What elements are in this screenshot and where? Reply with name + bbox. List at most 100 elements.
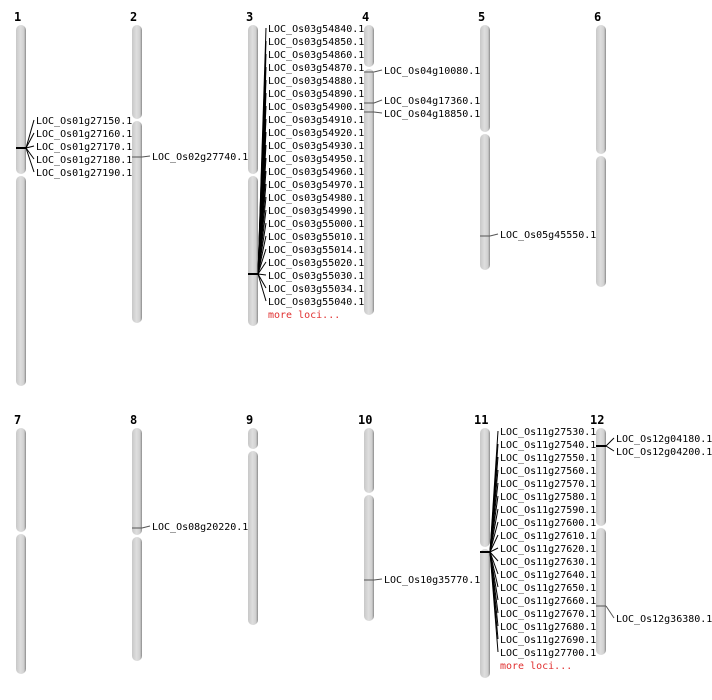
locus-label[interactable]: LOC_Os03g55010.1: [268, 232, 364, 243]
chromosome-arm-upper: [480, 428, 490, 547]
chromosome-number: 8: [130, 413, 137, 427]
locus-connector: [257, 273, 267, 276]
locus-label[interactable]: LOC_Os11g27630.1: [500, 557, 596, 568]
locus-label[interactable]: LOC_Os11g27660.1: [500, 596, 596, 607]
chromosome-arm-upper: [248, 25, 258, 174]
locus-connector: [373, 99, 383, 104]
locus-label[interactable]: LOC_Os03g54990.1: [268, 206, 364, 217]
locus-connector: [373, 111, 383, 114]
locus-label[interactable]: LOC_Os11g27640.1: [500, 570, 596, 581]
locus-label[interactable]: LOC_Os04g10080.1: [384, 66, 480, 77]
chromosome-arm-lower: [364, 495, 374, 621]
locus-label[interactable]: LOC_Os01g27170.1: [36, 142, 132, 153]
locus-label[interactable]: LOC_Os11g27550.1: [500, 453, 596, 464]
locus-label[interactable]: LOC_Os03g55000.1: [268, 219, 364, 230]
chromosome-5: 5 LOC_Os05g45550.1: [478, 10, 596, 270]
locus-label[interactable]: LOC_Os02g27740.1: [152, 152, 248, 163]
chromosome-arm-lower: [596, 156, 606, 287]
locus-connector: [141, 155, 151, 158]
chromosome-arm-lower: [480, 134, 490, 270]
locus-connector: [257, 261, 267, 275]
locus-label[interactable]: LOC_Os05g45550.1: [500, 230, 596, 241]
chromosome-12: 12 LOC_Os12g04180.1 LOC_Os12g04200.1 LOC_Os…: [590, 413, 712, 655]
chromosome-number: 6: [594, 10, 601, 24]
locus-label[interactable]: LOC_Os11g27590.1: [500, 505, 596, 516]
chromosome-10: 10 LOC_Os10g35770.1: [358, 413, 480, 621]
locus-label[interactable]: LOC_Os03g54840.1: [268, 24, 364, 35]
chromosome-8: 8 LOC_Os08g20220.1: [130, 413, 248, 661]
locus-label[interactable]: LOC_Os12g04200.1: [616, 447, 712, 458]
locus-label[interactable]: LOC_Os01g27160.1: [36, 129, 132, 140]
chromosome-arm-lower: [248, 176, 258, 326]
chromosome-arm-lower: [16, 534, 26, 674]
chromosome-3: 3 LOC_Os03g54840.1 LOC_Os03g54850.1 LOC_Os0…: [246, 10, 364, 326]
chromosome-arm-upper: [480, 25, 490, 132]
more-loci-link[interactable]: more loci...: [268, 310, 340, 321]
locus-label[interactable]: LOC_Os04g17360.1: [384, 96, 480, 107]
locus-connector: [257, 248, 267, 275]
locus-label[interactable]: LOC_Os03g55040.1: [268, 297, 364, 308]
locus-label[interactable]: LOC_Os11g27610.1: [500, 531, 596, 542]
locus-connector: [489, 534, 499, 553]
locus-label[interactable]: LOC_Os03g55034.1: [268, 284, 364, 295]
locus-label[interactable]: LOC_Os03g55030.1: [268, 271, 364, 282]
locus-label[interactable]: LOC_Os03g54880.1: [268, 76, 364, 87]
locus-label[interactable]: LOC_Os01g27190.1: [36, 168, 132, 179]
locus-label[interactable]: LOC_Os03g54930.1: [268, 141, 364, 152]
chromosome-number: 7: [14, 413, 21, 427]
locus-label[interactable]: LOC_Os11g27680.1: [500, 622, 596, 633]
chromosome-arm-lower: [248, 451, 258, 625]
chromosome-arm-upper: [364, 428, 374, 493]
more-loci-link[interactable]: more loci...: [500, 661, 572, 672]
locus-label[interactable]: LOC_Os03g55014.1: [268, 245, 364, 256]
locus-label[interactable]: LOC_Os03g54950.1: [268, 154, 364, 165]
chromosome-arm-upper: [248, 428, 258, 449]
locus-connector: [25, 147, 35, 173]
locus-label[interactable]: LOC_Os12g04180.1: [616, 434, 712, 445]
locus-label[interactable]: LOC_Os08g20220.1: [152, 522, 248, 533]
locus-label[interactable]: LOC_Os03g55020.1: [268, 258, 364, 269]
locus-label[interactable]: LOC_Os03g54920.1: [268, 128, 364, 139]
locus-label[interactable]: LOC_Os11g27530.1: [500, 427, 596, 438]
locus-label[interactable]: LOC_Os11g27670.1: [500, 609, 596, 620]
locus-label[interactable]: LOC_Os11g27620.1: [500, 544, 596, 555]
locus-label[interactable]: LOC_Os11g27580.1: [500, 492, 596, 503]
locus-label[interactable]: LOC_Os03g54960.1: [268, 167, 364, 178]
locus-label[interactable]: LOC_Os11g27570.1: [500, 479, 596, 490]
locus-connector: [605, 445, 615, 452]
chromosome-4: 4 LOC_Os04g10080.1 LOC_Os04g17360.1 LOC_Os0…: [362, 10, 480, 315]
chromosome-number: 4: [362, 10, 369, 24]
locus-label[interactable]: LOC_Os03g54910.1: [268, 115, 364, 126]
locus-label[interactable]: LOC_Os03g54900.1: [268, 102, 364, 113]
chromosome-arm-lower: [364, 69, 374, 315]
chromosome-number: 9: [246, 413, 253, 427]
locus-label[interactable]: LOC_Os10g35770.1: [384, 575, 480, 586]
chromosome-11: 11 LOC_Os11g27530.1 LOC_Os11g27540.1 LOC_Os…: [474, 413, 596, 678]
locus-label[interactable]: LOC_Os11g27690.1: [500, 635, 596, 646]
locus-label[interactable]: LOC_Os01g27180.1: [36, 155, 132, 166]
locus-label[interactable]: LOC_Os12g36380.1: [616, 614, 712, 625]
locus-label[interactable]: LOC_Os03g54970.1: [268, 180, 364, 191]
locus-label[interactable]: LOC_Os11g27560.1: [500, 466, 596, 477]
locus-label[interactable]: LOC_Os01g27150.1: [36, 116, 132, 127]
chromosome-arm-upper: [596, 428, 606, 526]
locus-label[interactable]: LOC_Os03g54980.1: [268, 193, 364, 204]
chromosome-arm-upper: [596, 25, 606, 154]
locus-connector: [25, 147, 35, 160]
chromosome-number: 2: [130, 10, 137, 24]
locus-label[interactable]: LOC_Os03g54860.1: [268, 50, 364, 61]
locus-label[interactable]: LOC_Os11g27700.1: [500, 648, 596, 659]
locus-connector: [489, 521, 499, 553]
locus-connector: [25, 119, 35, 149]
locus-label[interactable]: LOC_Os04g18850.1: [384, 109, 480, 120]
locus-label[interactable]: LOC_Os11g27650.1: [500, 583, 596, 594]
chromosome-2: 2 LOC_Os02g27740.1: [130, 10, 248, 323]
locus-label[interactable]: LOC_Os11g27540.1: [500, 440, 596, 451]
locus-label[interactable]: LOC_Os03g54850.1: [268, 37, 364, 48]
locus-label[interactable]: LOC_Os03g54890.1: [268, 89, 364, 100]
locus-connector: [489, 547, 499, 553]
chromosome-number: 11: [474, 413, 488, 427]
locus-label[interactable]: LOC_Os03g54870.1: [268, 63, 364, 74]
chromosome-1: 1 LOC_Os01g27150.1 LOC_Os01g27160.1 LOC_Os0…: [14, 10, 132, 386]
locus-label[interactable]: LOC_Os11g27600.1: [500, 518, 596, 529]
